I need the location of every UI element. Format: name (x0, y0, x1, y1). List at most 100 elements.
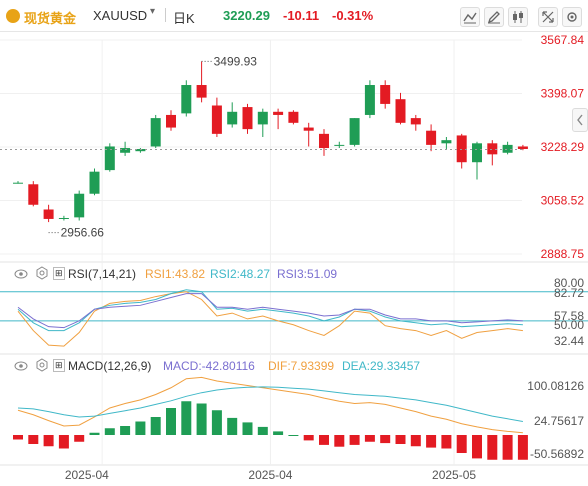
macd-bar (257, 426, 268, 435)
price-axis-tick: 3058.52 (541, 194, 585, 208)
sidebar-toggle-icon[interactable] (572, 108, 588, 132)
candle-body (364, 85, 375, 115)
candle-body (227, 111, 238, 125)
candle-body (120, 148, 131, 153)
gear-icon[interactable] (35, 266, 49, 285)
draw-icon[interactable] (484, 7, 504, 27)
candle-body (273, 111, 284, 115)
macd-bar (135, 421, 146, 435)
candle-body (426, 130, 437, 145)
dea-line (17, 386, 523, 422)
macd-bar (120, 426, 131, 435)
candle-body (58, 217, 69, 219)
candle-body (334, 144, 345, 146)
rsi-axis-tick: 82.72 (554, 286, 584, 300)
macd-bar (349, 435, 360, 445)
macd-bar (74, 435, 85, 442)
candle-body (257, 111, 268, 125)
macd-bar (472, 435, 482, 459)
candle-body (349, 118, 360, 145)
current-price: 3220.29 (223, 8, 270, 23)
price-axis-tick: 3398.07 (541, 86, 585, 100)
candle-type-icon[interactable] (508, 7, 528, 27)
macd-bar (288, 435, 299, 436)
symbol-name[interactable]: 现货黄金 (24, 11, 77, 26)
chart-style-icon[interactable] (460, 7, 480, 27)
macd-bar (502, 435, 513, 460)
macd-bar (319, 435, 329, 445)
candle-body (380, 85, 391, 104)
expand-icon[interactable] (538, 7, 558, 27)
gear-icon[interactable] (35, 358, 49, 377)
macd-bar (227, 417, 238, 435)
dropdown-icon[interactable]: ▾ (150, 6, 156, 17)
rsi3-label: RSI3:51.09 (277, 267, 338, 281)
macd-axis-tick: 100.08126 (527, 379, 584, 393)
macd-bar (395, 435, 406, 444)
macd-bar (334, 435, 345, 447)
indicator-toggle[interactable]: ⊞ (53, 359, 65, 372)
candle-body (487, 143, 498, 155)
candle-body (410, 118, 421, 125)
dif-value: DIF:7.93399 (268, 359, 335, 373)
macd-axis-tick: -50.56892 (530, 447, 584, 461)
candle-body (242, 107, 253, 130)
candle-body (517, 146, 528, 149)
rsi-title: RSI(7,14,21) (68, 267, 137, 281)
date-axis-label: 2025-04 (65, 468, 109, 482)
macd-bar (150, 417, 161, 435)
macd-bar (242, 422, 253, 435)
candle-body (181, 85, 192, 114)
macd-bar (89, 432, 100, 435)
candle-body (303, 127, 314, 131)
candle-body (166, 114, 176, 128)
macd-bar (28, 435, 39, 444)
macd-bar (43, 435, 54, 447)
candle-body (13, 182, 23, 184)
candle-body (472, 143, 482, 163)
macd-title: MACD(12,26,9) (68, 359, 152, 373)
macd-bar (58, 435, 69, 449)
price-change-pct: -0.31% (332, 8, 374, 23)
macd-bar (303, 435, 314, 441)
macd-bar (380, 435, 391, 444)
macd-bar (487, 435, 498, 460)
candle-body (319, 133, 329, 149)
macd-bar (364, 435, 375, 442)
candle-body (89, 171, 100, 194)
settings-icon[interactable] (562, 7, 582, 27)
symbol-code[interactable]: XAUUSD (93, 8, 148, 23)
macd-bar (441, 435, 452, 449)
eye-icon[interactable] (14, 267, 28, 285)
high-annotation: 3499.93 (214, 54, 258, 68)
eye-icon[interactable] (14, 359, 28, 377)
candle-body (395, 99, 406, 123)
macd-bar (273, 431, 284, 435)
candle-body (74, 193, 85, 218)
rsi-axis-tick: 57.58 (554, 309, 584, 323)
date-axis-label: 2025-04 (248, 468, 292, 482)
candle-body (211, 105, 222, 134)
indicator-toggle[interactable]: ⊞ (53, 267, 65, 280)
rsi-axis-tick: 50.00 (554, 318, 584, 332)
rsi-axis-tick: 32.44 (554, 334, 584, 348)
toolbar: 现货黄金 XAUUSD ▾ 日K 3220.29 -10.11 -0.31% (0, 0, 588, 32)
candle-body (196, 85, 207, 98)
low-annotation: 2956.66 (61, 226, 105, 240)
dif-line (17, 376, 523, 434)
period-selector[interactable]: 日K (173, 11, 195, 26)
macd-bar (104, 428, 115, 435)
macd-axis-tick: 24.75617 (534, 414, 584, 428)
rsi2-line (17, 289, 523, 332)
macd-bar (211, 410, 222, 435)
date-axis-label: 2025-05 (432, 468, 476, 482)
macd-bar (456, 435, 467, 453)
candle-body (288, 111, 299, 123)
macd-bar (196, 403, 207, 435)
candle-body (135, 148, 146, 152)
macd-value: MACD:-42.80116 (163, 359, 255, 373)
candle-body (150, 118, 161, 147)
macd-bar (13, 435, 23, 440)
macd-bar (166, 408, 176, 435)
